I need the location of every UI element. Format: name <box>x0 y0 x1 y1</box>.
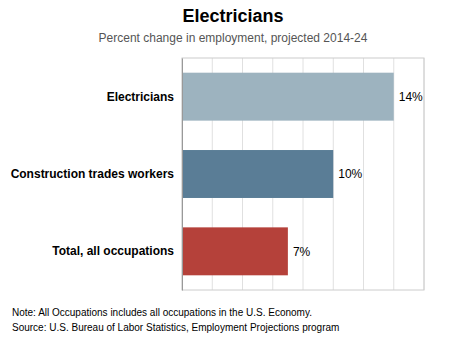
y-tick-label: Construction trades workers <box>11 167 175 181</box>
subtitle: Percent change in employment, projected … <box>99 31 368 45</box>
annotation: Note: All Occupations includes all occup… <box>12 307 312 318</box>
y-axis: Total, all occupations Construction trade… <box>11 59 183 291</box>
plot: Total, all occupations Construction trade… <box>11 58 424 291</box>
y-tick-label: Electricians <box>107 90 175 104</box>
y-axis-line <box>182 59 183 291</box>
y-tick: Construction trades workers <box>11 167 182 181</box>
data-label: 14% <box>399 90 423 104</box>
data-label: 7% <box>293 245 311 259</box>
bar <box>182 150 333 198</box>
bar <box>182 227 288 275</box>
bars <box>182 73 394 276</box>
chart: Electricians Percent change in employment… <box>0 0 466 346</box>
plot-frame <box>182 58 424 290</box>
data-label: 10% <box>338 167 362 181</box>
y-tick: Electricians <box>107 90 182 104</box>
annotation: Source: U.S. Bureau of Labor Statistics,… <box>12 322 339 333</box>
y-tick-label: Total, all occupations <box>52 244 174 258</box>
data-labels: 7% 10% 14% <box>293 90 423 259</box>
bar <box>182 73 394 121</box>
grid <box>182 58 424 290</box>
title: Electricians <box>182 6 283 26</box>
y-tick: Total, all occupations <box>52 244 182 258</box>
